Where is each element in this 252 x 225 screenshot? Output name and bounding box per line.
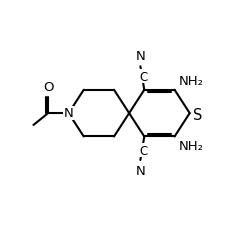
- Text: NH₂: NH₂: [179, 140, 204, 152]
- Text: N: N: [64, 107, 74, 120]
- Text: N: N: [136, 165, 145, 178]
- Text: C: C: [140, 144, 148, 157]
- Text: C: C: [140, 70, 148, 83]
- Text: S: S: [193, 107, 203, 122]
- Text: N: N: [136, 50, 145, 63]
- Text: O: O: [43, 80, 53, 93]
- Text: NH₂: NH₂: [179, 75, 204, 88]
